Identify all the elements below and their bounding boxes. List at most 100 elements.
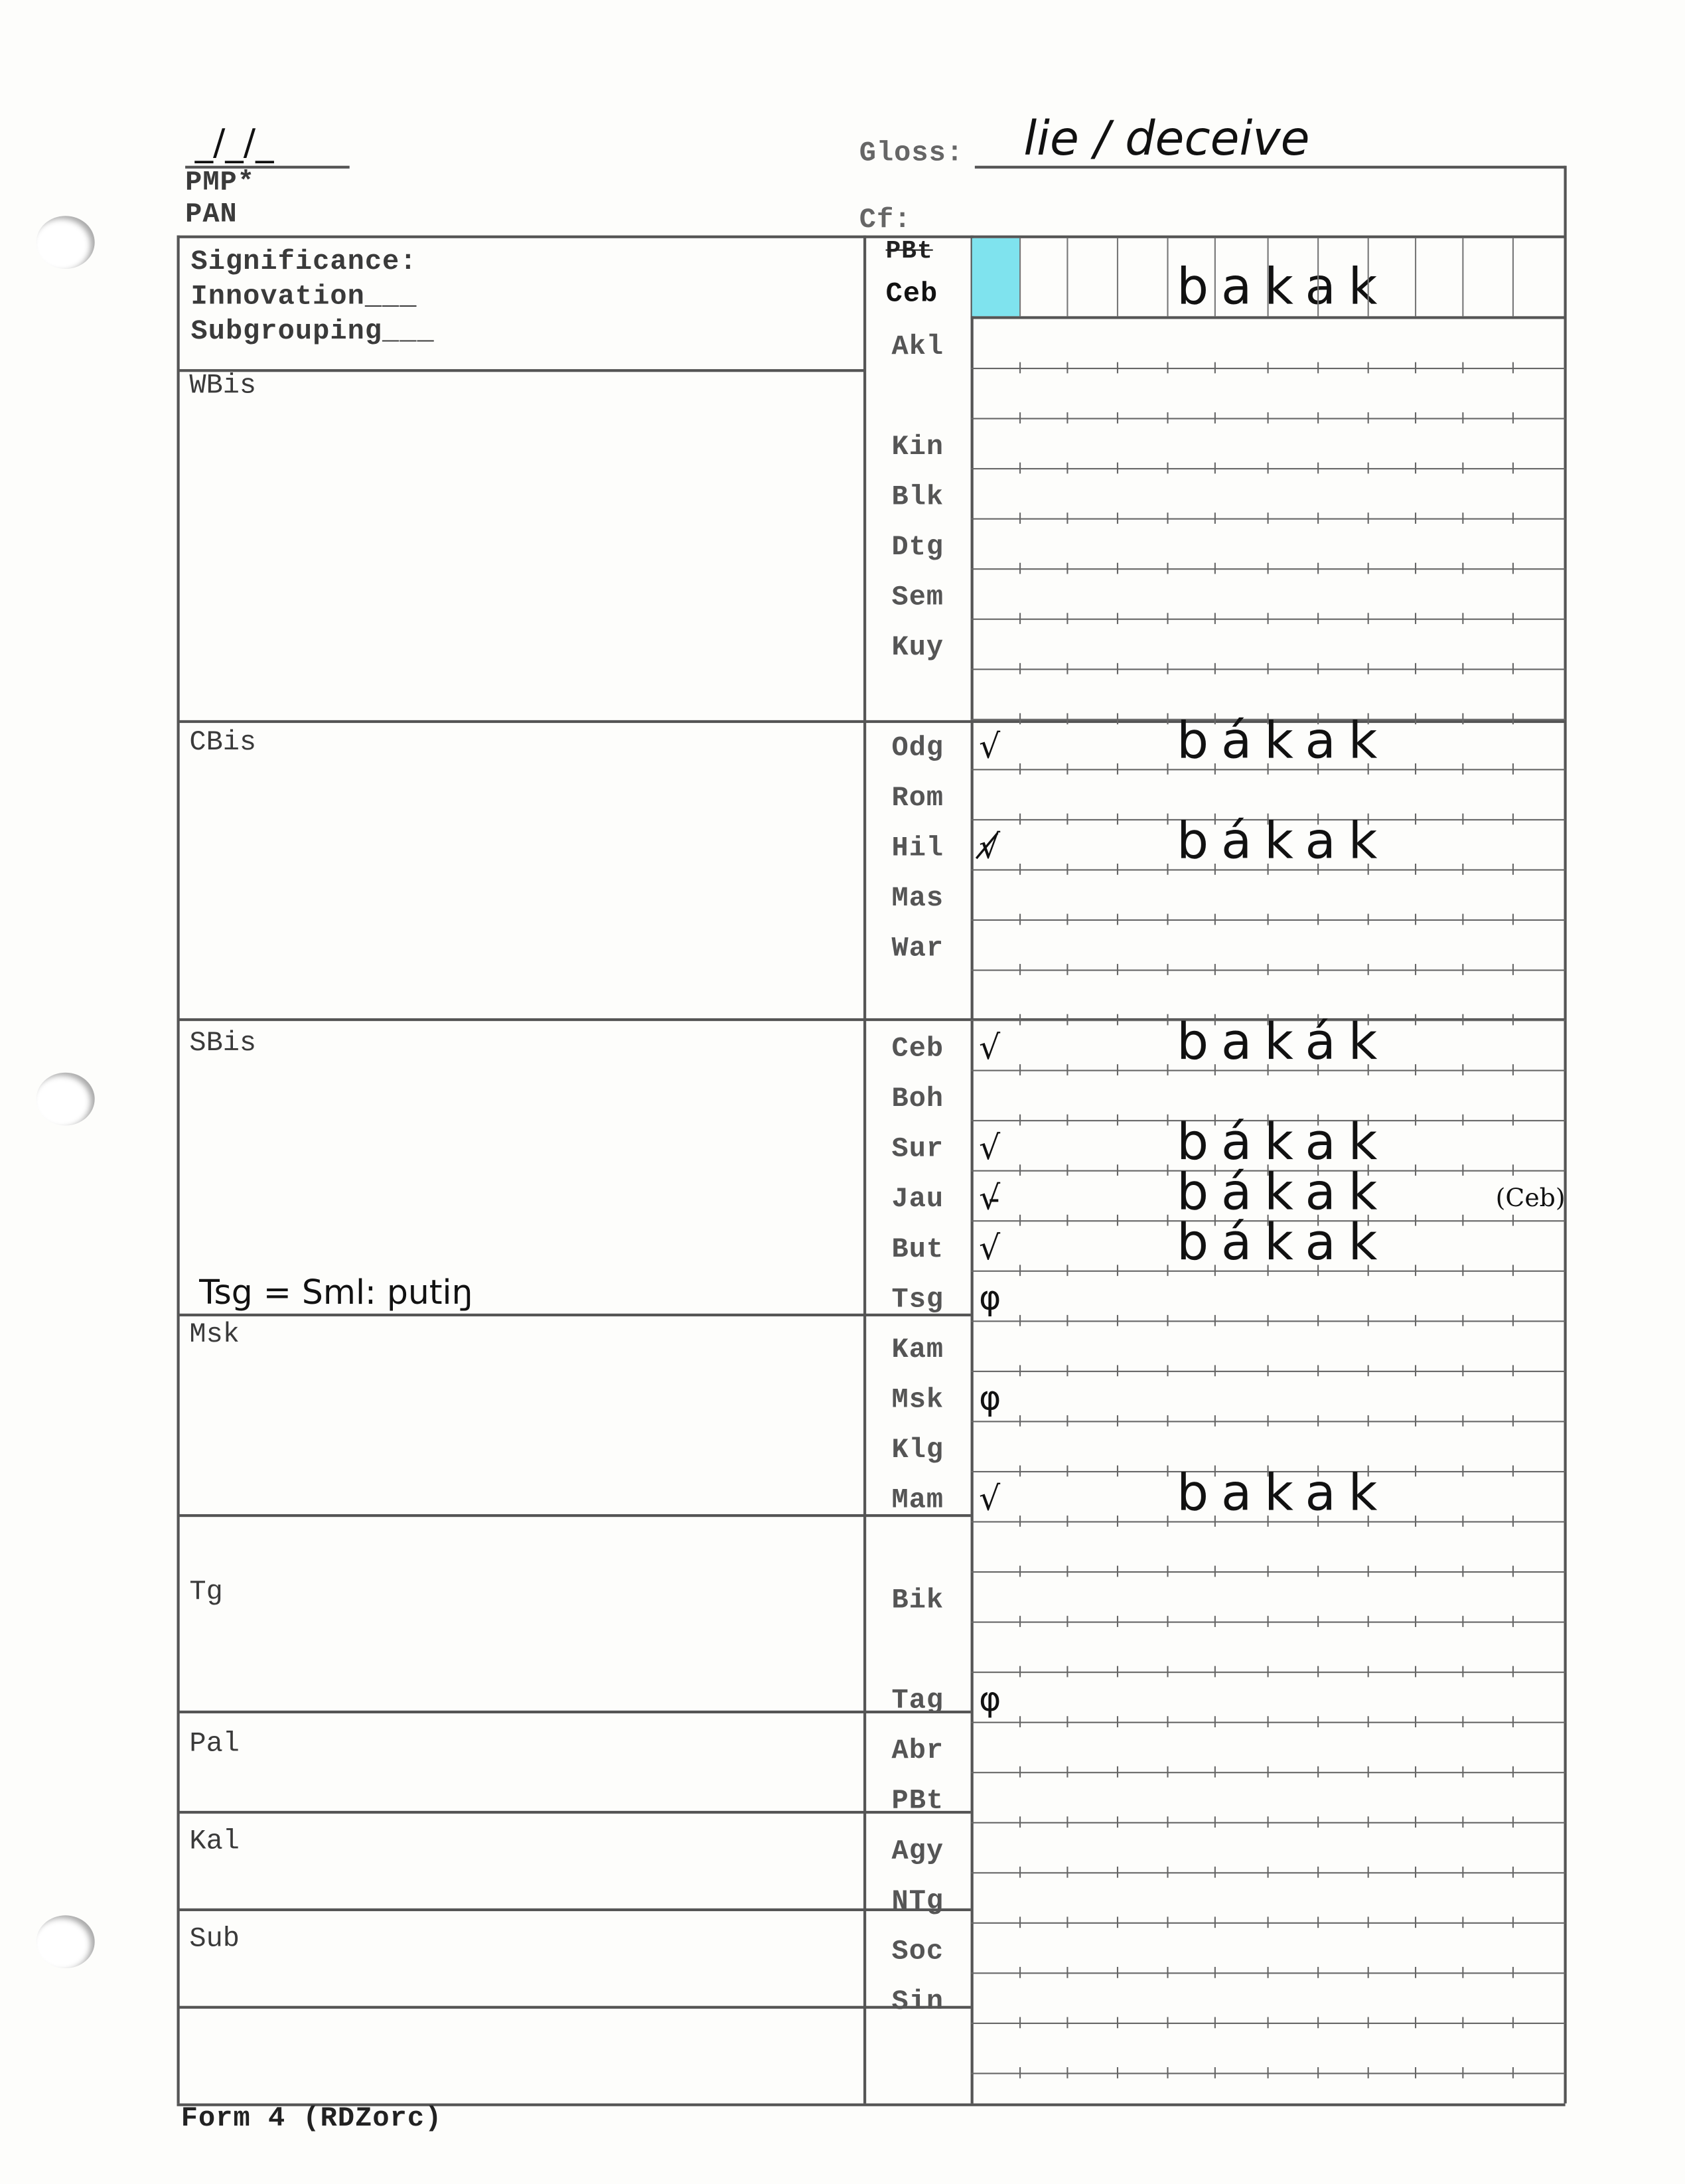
tick-mark [1512, 1916, 1514, 1928]
tick-mark [1019, 1966, 1021, 1978]
tick-mark [1367, 562, 1369, 574]
tick-mark [1414, 462, 1417, 474]
tick-mark [1066, 1716, 1068, 1728]
tick-mark [1512, 462, 1514, 474]
tick-mark [1267, 1565, 1269, 1577]
tick-mark [1317, 512, 1319, 524]
subgrouping-field[interactable]: Subgrouping___ [190, 316, 435, 349]
tick-mark [1167, 663, 1169, 674]
tick-mark [1317, 2017, 1319, 2029]
tick-mark [1214, 1866, 1216, 1878]
tick-mark [1116, 1716, 1119, 1728]
tick-mark [1214, 462, 1216, 474]
tick-mark [1066, 1866, 1068, 1878]
column-divider [1512, 238, 1514, 317]
tick-mark [1512, 1516, 1514, 1527]
tick-mark [1367, 1064, 1369, 1075]
tick-mark [1019, 1866, 1021, 1878]
tick-mark [1367, 1816, 1369, 1828]
language-label: Kuy [891, 632, 944, 664]
section-label: CBis [189, 727, 257, 759]
language-label: Sem [891, 582, 944, 615]
tick-mark [1512, 1214, 1514, 1226]
tick-mark [1317, 864, 1319, 875]
tick-mark [1167, 2017, 1169, 2029]
tick-mark [1066, 663, 1068, 674]
tick-mark [1214, 964, 1216, 975]
tick-mark [1512, 412, 1514, 424]
tick-mark [1167, 412, 1169, 424]
tick-mark [1512, 1616, 1514, 1627]
tick-mark [1462, 1516, 1464, 1527]
tick-mark [1414, 1966, 1417, 1978]
tick-mark [1019, 1516, 1021, 1527]
tick-mark [1462, 813, 1464, 825]
tick-mark [1066, 362, 1068, 374]
tick-mark [1214, 1314, 1216, 1326]
tick-mark [1214, 562, 1216, 574]
column-divider [1019, 238, 1021, 317]
tick-mark [1019, 613, 1021, 625]
tick-mark [1317, 1766, 1319, 1778]
language-label: Sur [891, 1134, 944, 1166]
tick-mark [1317, 1516, 1319, 1527]
tick-mark [1066, 1114, 1068, 1126]
column-divider [1116, 238, 1119, 317]
tick-mark [1066, 1966, 1068, 1978]
tick-mark [1267, 763, 1269, 775]
tick-mark [1267, 362, 1269, 374]
tick-mark [1317, 1314, 1319, 1326]
handwritten-note: Tsg = Sml: putiŋ [199, 1273, 473, 1312]
tick-mark [1214, 1916, 1216, 1928]
tick-mark [1512, 864, 1514, 875]
tick-mark [1512, 1415, 1514, 1427]
tick-mark [1414, 763, 1417, 775]
tick-mark [1116, 1214, 1119, 1226]
tick-mark [1116, 1666, 1119, 1677]
tick-mark [1462, 1866, 1464, 1878]
tick-mark [1066, 2017, 1068, 2029]
tick-mark [1019, 964, 1021, 975]
tick-mark [1317, 1114, 1319, 1126]
tick-mark [1414, 1114, 1417, 1126]
punch-hole [36, 1915, 95, 1969]
tick-mark [1367, 964, 1369, 975]
gloss-value: lie / deceive [1023, 111, 1310, 167]
top-row-label: Ceb [885, 278, 938, 311]
tick-mark [1512, 713, 1514, 725]
tick-mark [1414, 1565, 1417, 1577]
tick-mark [1066, 864, 1068, 875]
tick-mark [1116, 1966, 1119, 1978]
tick-mark [1414, 2017, 1417, 2029]
tick-mark [1066, 1465, 1068, 1477]
tick-mark [1116, 613, 1119, 625]
tick-mark [1066, 1816, 1068, 1828]
tick-mark [1317, 1616, 1319, 1627]
tick-mark [1267, 663, 1269, 674]
section-label: Pal [189, 1729, 240, 1761]
tick-mark [1116, 1866, 1119, 1878]
tick-mark [1167, 1265, 1169, 1277]
tick-mark [1367, 2017, 1369, 2029]
tick-mark [1019, 1716, 1021, 1728]
tick-mark [1167, 1666, 1169, 1677]
tick-mark [1462, 2067, 1464, 2078]
tick-mark [1317, 1866, 1319, 1878]
tick-mark [1414, 1214, 1417, 1226]
innovation-field[interactable]: Innovation___ [190, 281, 417, 314]
tick-mark [1367, 2067, 1369, 2078]
tick-mark [1167, 1565, 1169, 1577]
tick-mark [1414, 813, 1417, 825]
tick-mark [1167, 1214, 1169, 1226]
tick-mark [1317, 913, 1319, 925]
tick-mark [1116, 2067, 1119, 2078]
top-row-word: bakak [1177, 259, 1390, 317]
tick-mark [1167, 1164, 1169, 1176]
tick-mark [1367, 1565, 1369, 1577]
tick-mark [1414, 1616, 1417, 1627]
tick-mark [1414, 362, 1417, 374]
tick-mark [1414, 1816, 1417, 1828]
tick-mark [1167, 512, 1169, 524]
tick-mark [1267, 2067, 1269, 2078]
tick-mark [1462, 2017, 1464, 2029]
